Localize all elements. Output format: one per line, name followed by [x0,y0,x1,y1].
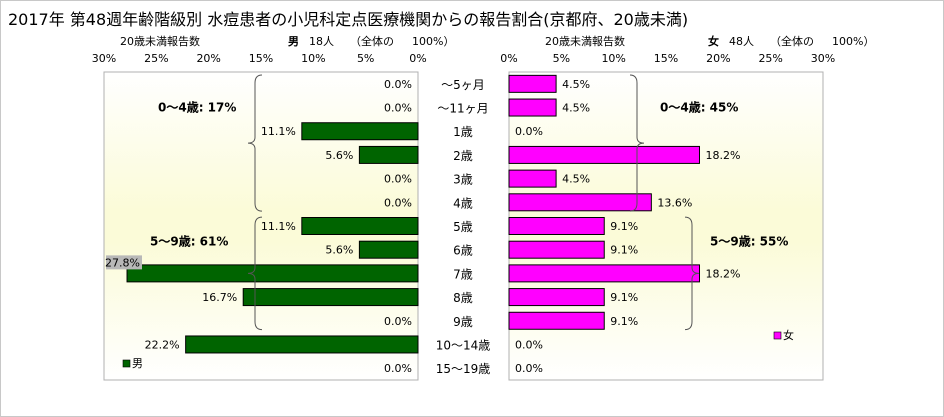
age-category-label: 8歳 [453,291,473,305]
female-data-label: 9.1% [610,315,638,328]
female-data-label: 13.6% [657,196,692,209]
chart-title: 2017年 第48週年齢階級別 水痘患者の小児科定点医療機関からの報告割合(京都… [8,10,689,29]
right-header-sex: 女 [708,35,719,48]
male-bar [242,288,419,307]
right-x-tick-label: 10% [601,52,625,65]
female-bar [508,240,605,259]
right-x-tick-label: 30% [811,52,835,65]
age-category-label: 10～14歳 [436,338,491,352]
female-data-label: 9.1% [610,291,638,304]
right-x-tick-label: 25% [758,52,782,65]
female-0-4-brace [629,74,645,212]
female-data-label: 0.0% [515,338,543,351]
female-bar [508,217,605,235]
female-bar [508,74,557,93]
female-group-label-0-4: 0～4歳: 45% [660,100,738,115]
age-category-label: 1歳 [453,125,473,139]
male-data-label: 16.7% [202,291,237,304]
male-data-label: 0.0% [384,315,412,328]
male-data-label: 0.0% [384,78,412,91]
female-5-9-brace [684,216,700,331]
age-category-label: ～5ヶ月 [441,78,485,92]
right-header-count: 48人 [729,35,754,48]
male-data-label: 0.0% [384,173,412,186]
male-data-label: 5.6% [325,149,353,162]
male-data-label: 27.8% [105,256,140,269]
right-x-tick-label: 5% [553,52,570,65]
right-header-pct: 100%） [832,35,875,48]
male-bar [301,217,419,235]
female-data-label: 4.5% [562,173,590,186]
female-data-label: 9.1% [610,220,638,233]
male-group-label-0-4: 0～4歳: 17% [158,100,236,115]
male-data-label: 11.1% [261,125,296,138]
right-x-tick-label: 15% [654,52,678,65]
male-data-label: 0.0% [384,102,412,115]
male-bar [301,122,419,141]
male-bar [126,264,419,283]
female-bar [508,145,700,164]
male-legend-label: 男 [132,357,143,370]
female-data-label: 18.2% [705,267,740,280]
male-data-label: 5.6% [325,244,353,257]
left-x-tick-label: 5% [357,52,374,65]
right-x-tick-label: 0% [500,52,517,65]
male-bar [358,145,419,164]
female-legend-swatch [773,331,782,340]
left-x-tick-label: 20% [196,52,220,65]
female-data-label: 4.5% [562,102,590,115]
age-category-label: 7歳 [453,267,473,281]
female-data-label: 18.2% [705,149,740,162]
left-header-sex: 男 [288,35,299,48]
left-x-tick-label: 0% [409,52,426,65]
male-5-9-brace [247,216,263,331]
age-category-label: ～11ヶ月 [437,102,488,116]
male-bar [185,335,419,354]
female-legend-label: 女 [783,328,794,342]
female-group-label-5-9: 5～9歳: 55% [710,234,788,249]
male-data-label: 0.0% [384,362,412,375]
left-header-note: （全体の [350,35,394,48]
age-category-label: 5歳 [453,220,473,234]
right-header-metric: 20歳未満報告数 [545,35,625,48]
female-bar [508,193,652,212]
female-data-label: 9.1% [610,244,638,257]
female-data-label: 4.5% [562,78,590,91]
age-category-label: 2歳 [453,149,473,163]
male-data-label: 22.2% [145,338,180,351]
male-data-label: 11.1% [261,220,296,233]
right-x-tick-label: 20% [706,52,730,65]
female-data-label: 0.0% [515,125,543,138]
age-category-label: 6歳 [453,244,473,258]
age-category-label: 15～19歳 [436,362,491,376]
left-x-tick-label: 30% [92,52,116,65]
age-category-label: 4歳 [453,196,473,210]
male-0-4-brace [247,74,263,212]
male-data-label-bg [106,255,142,270]
left-header-count: 18人 [309,35,334,48]
left-x-tick-label: 10% [301,52,325,65]
female-bar [508,264,700,283]
age-category-label: 9歳 [453,315,473,329]
female-bar [508,98,557,117]
female-bar [508,288,605,307]
left-x-tick-label: 25% [144,52,168,65]
age-category-label: 3歳 [453,173,473,187]
male-bar [358,240,419,259]
female-bar [508,169,557,188]
male-data-label: 0.0% [384,196,412,209]
left-header-metric: 20歳未満報告数 [120,35,200,48]
male-group-label-5-9: 5～9歳: 61% [150,234,228,249]
male-legend-swatch [122,359,131,368]
female-data-label: 0.0% [515,362,543,375]
right-header-note: （全体の [770,35,814,48]
female-bar [508,311,605,330]
left-header-pct: 100%） [412,35,455,48]
left-x-tick-label: 15% [249,52,273,65]
